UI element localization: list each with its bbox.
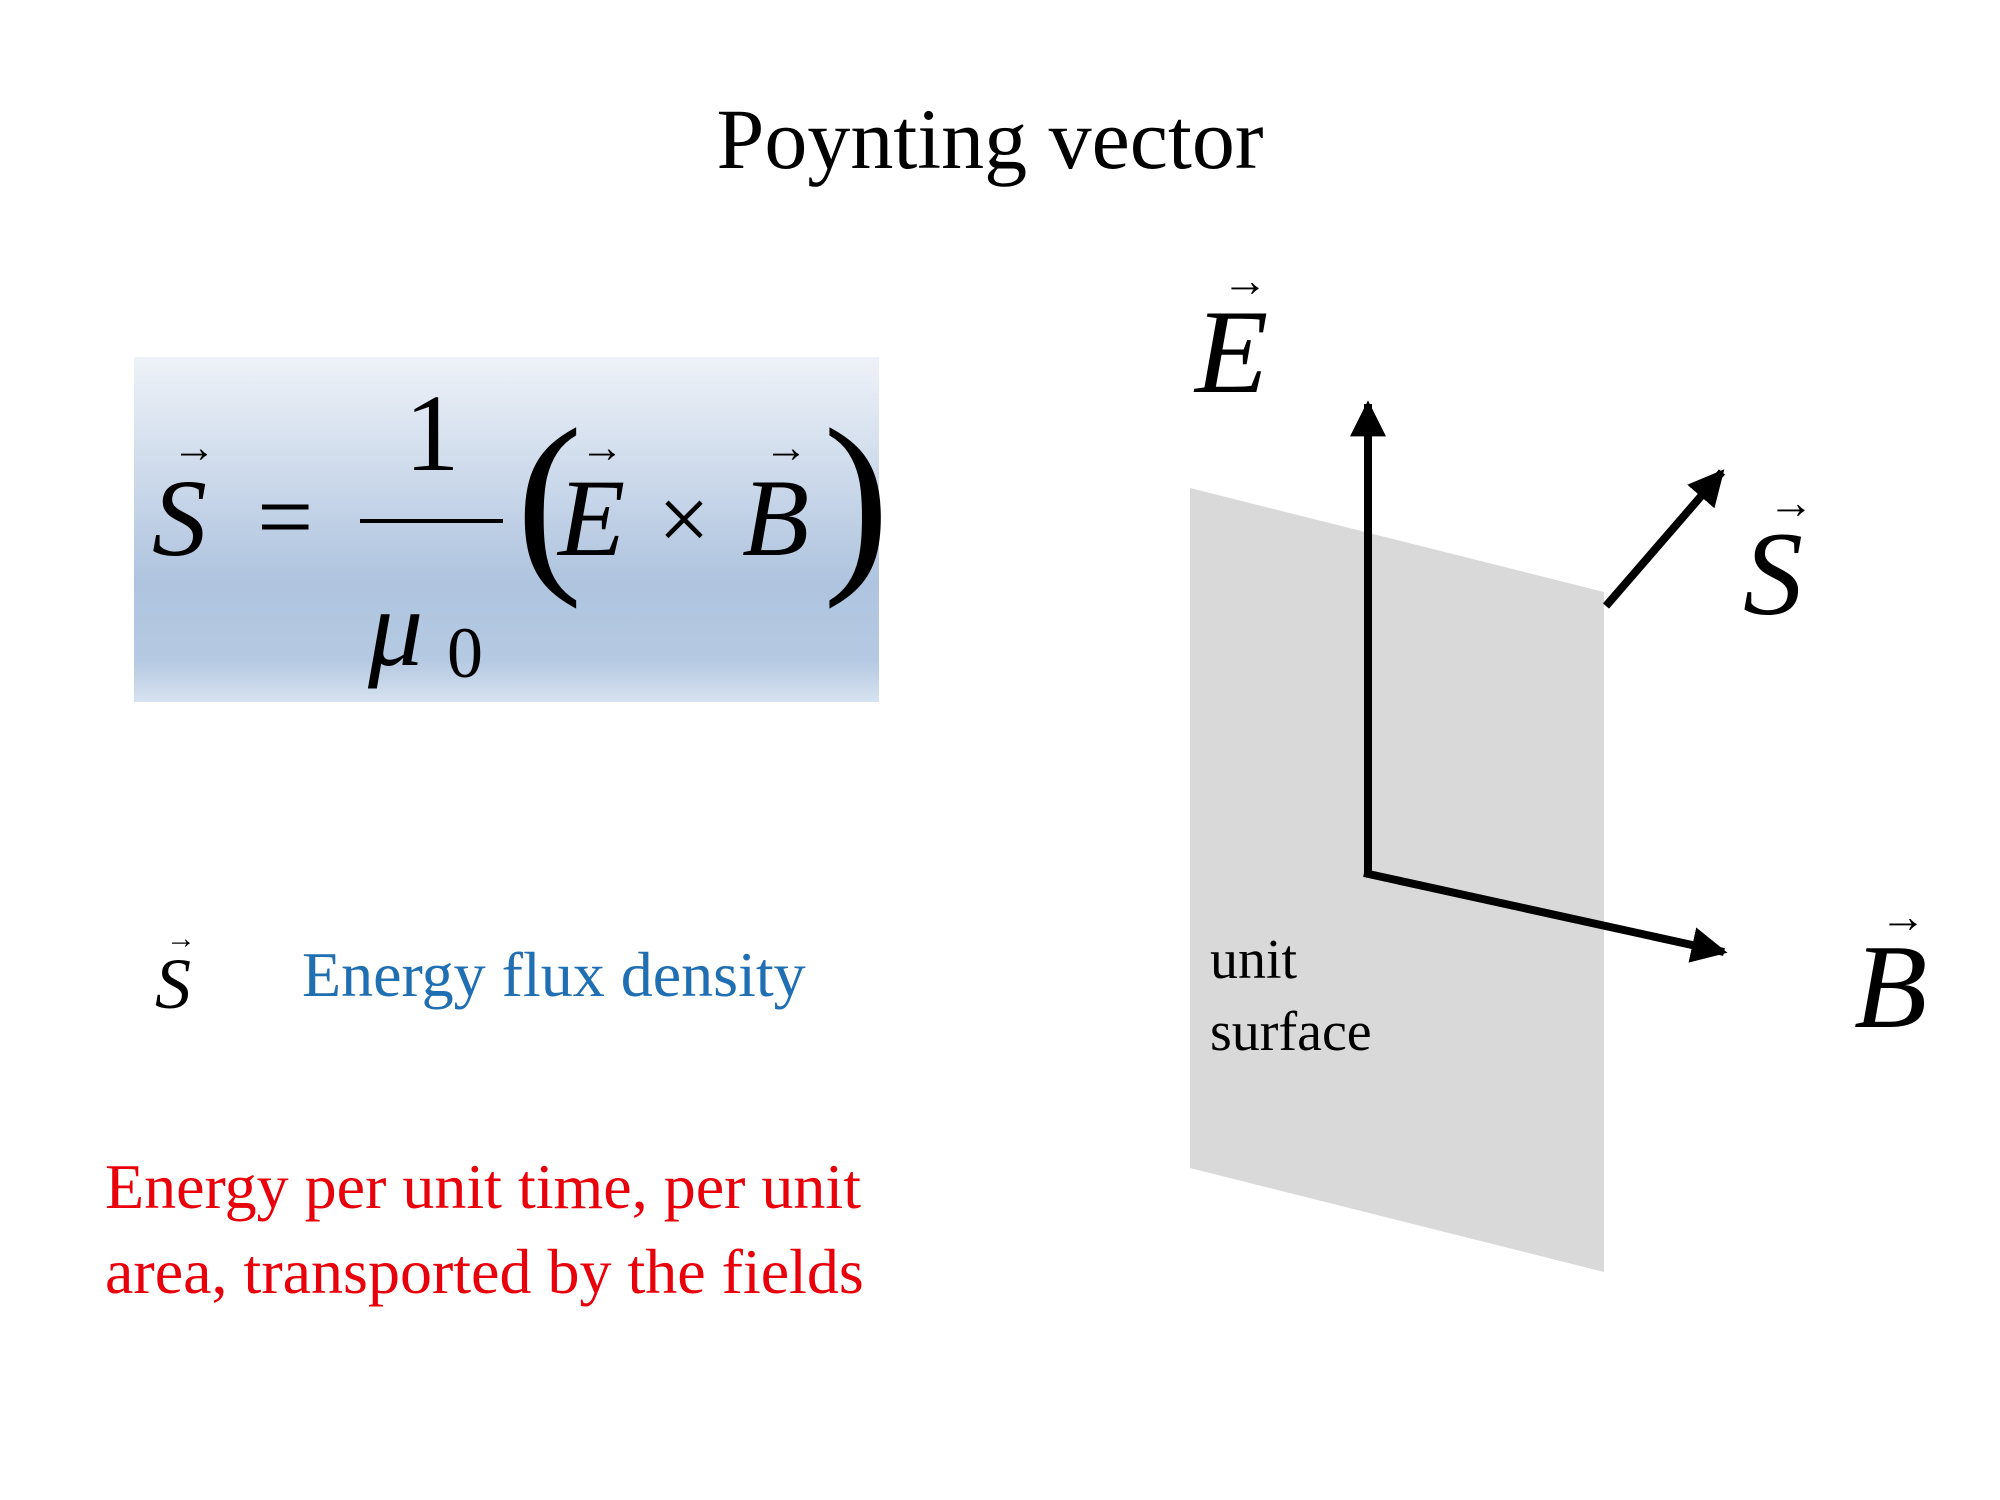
formula-b-vector-arrow: → [764,423,808,472]
b-label-vector-arrow: → [1880,891,1926,942]
e-label: E [1193,285,1268,418]
s-label-vector-arrow: → [1768,477,1814,528]
s-label: S [1743,507,1803,640]
formula-e-symbol: E [556,457,625,579]
poynting-formula: S → = 1 μ 0 ( ) E → × B → [134,357,890,702]
description-block: Energy per unit time, per unit area, tra… [105,1151,864,1307]
description-line-2: area, transported by the fields [105,1236,864,1307]
formula-left-paren: ( [516,389,583,610]
formula-box [134,357,879,702]
formula-right-paren: ) [823,389,890,610]
formula-equals: = [257,461,313,572]
formula-mu-subscript: 0 [447,613,483,693]
formula-times: × [658,468,710,570]
s-vector-arrow [1602,469,1726,609]
definition-s-symbol: S [155,944,191,1024]
definition-row: S → Energy flux density [155,922,806,1024]
formula-s-symbol: S [152,457,207,579]
surface-label-line-2: surface [1210,1001,1372,1063]
vector-diagram: unit surface E → S → B → [1190,255,1927,1272]
formula-numerator: 1 [405,372,460,494]
surface-label-line-1: unit [1210,929,1298,991]
definition-text: Energy flux density [302,939,806,1010]
description-line-1: Energy per unit time, per unit [105,1151,861,1222]
formula-e-vector-arrow: → [580,423,624,472]
e-label-vector-arrow: → [1222,255,1268,306]
formula-b-symbol: B [742,457,809,579]
formula-mu-symbol: μ [367,567,423,689]
definition-s-vector-arrow: → [166,922,196,955]
b-field-arrow [1363,869,1728,963]
b-label: B [1854,920,1927,1053]
page-title: Poynting vector [717,91,1264,187]
formula-s-vector-arrow: → [172,423,216,472]
